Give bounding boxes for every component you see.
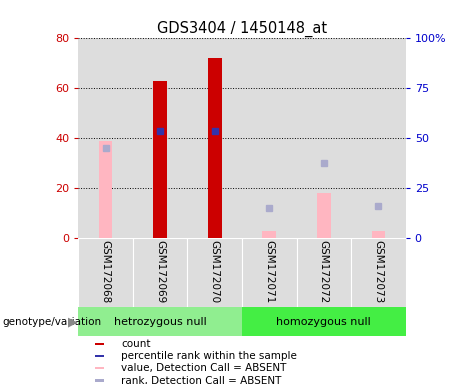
Bar [78, 238, 133, 307]
Text: homozygous null: homozygous null [277, 316, 371, 327]
Bar [296, 38, 351, 238]
Text: rank, Detection Call = ABSENT: rank, Detection Call = ABSENT [121, 376, 281, 384]
Bar [95, 367, 104, 369]
Bar [242, 38, 296, 238]
Text: value, Detection Call = ABSENT: value, Detection Call = ABSENT [121, 363, 286, 373]
Bar [78, 307, 242, 336]
Bar [372, 230, 385, 238]
Bar [99, 141, 112, 238]
Text: GSM172071: GSM172071 [264, 240, 274, 303]
Text: ▶: ▶ [68, 315, 78, 328]
Bar [95, 379, 104, 382]
Bar [262, 230, 276, 238]
Bar [78, 38, 133, 238]
Bar [133, 38, 188, 238]
Bar [242, 238, 296, 307]
Bar [296, 238, 351, 307]
Text: GSM172073: GSM172073 [373, 240, 384, 303]
Text: GSM172069: GSM172069 [155, 240, 165, 303]
Bar [188, 38, 242, 238]
Text: count: count [121, 339, 150, 349]
Title: GDS3404 / 1450148_at: GDS3404 / 1450148_at [157, 21, 327, 37]
Bar [351, 238, 406, 307]
Bar [351, 38, 406, 238]
Bar [154, 81, 167, 238]
Bar [95, 354, 104, 357]
Bar [317, 193, 331, 238]
Bar [242, 307, 406, 336]
Bar [95, 343, 104, 345]
Text: genotype/variation: genotype/variation [2, 316, 101, 327]
Bar [133, 238, 188, 307]
Text: GSM172072: GSM172072 [319, 240, 329, 303]
Text: percentile rank within the sample: percentile rank within the sample [121, 351, 297, 361]
Text: hetrozygous null: hetrozygous null [114, 316, 207, 327]
Text: GSM172068: GSM172068 [100, 240, 111, 303]
Text: GSM172070: GSM172070 [210, 240, 220, 303]
Bar [188, 238, 242, 307]
Bar [208, 58, 222, 238]
